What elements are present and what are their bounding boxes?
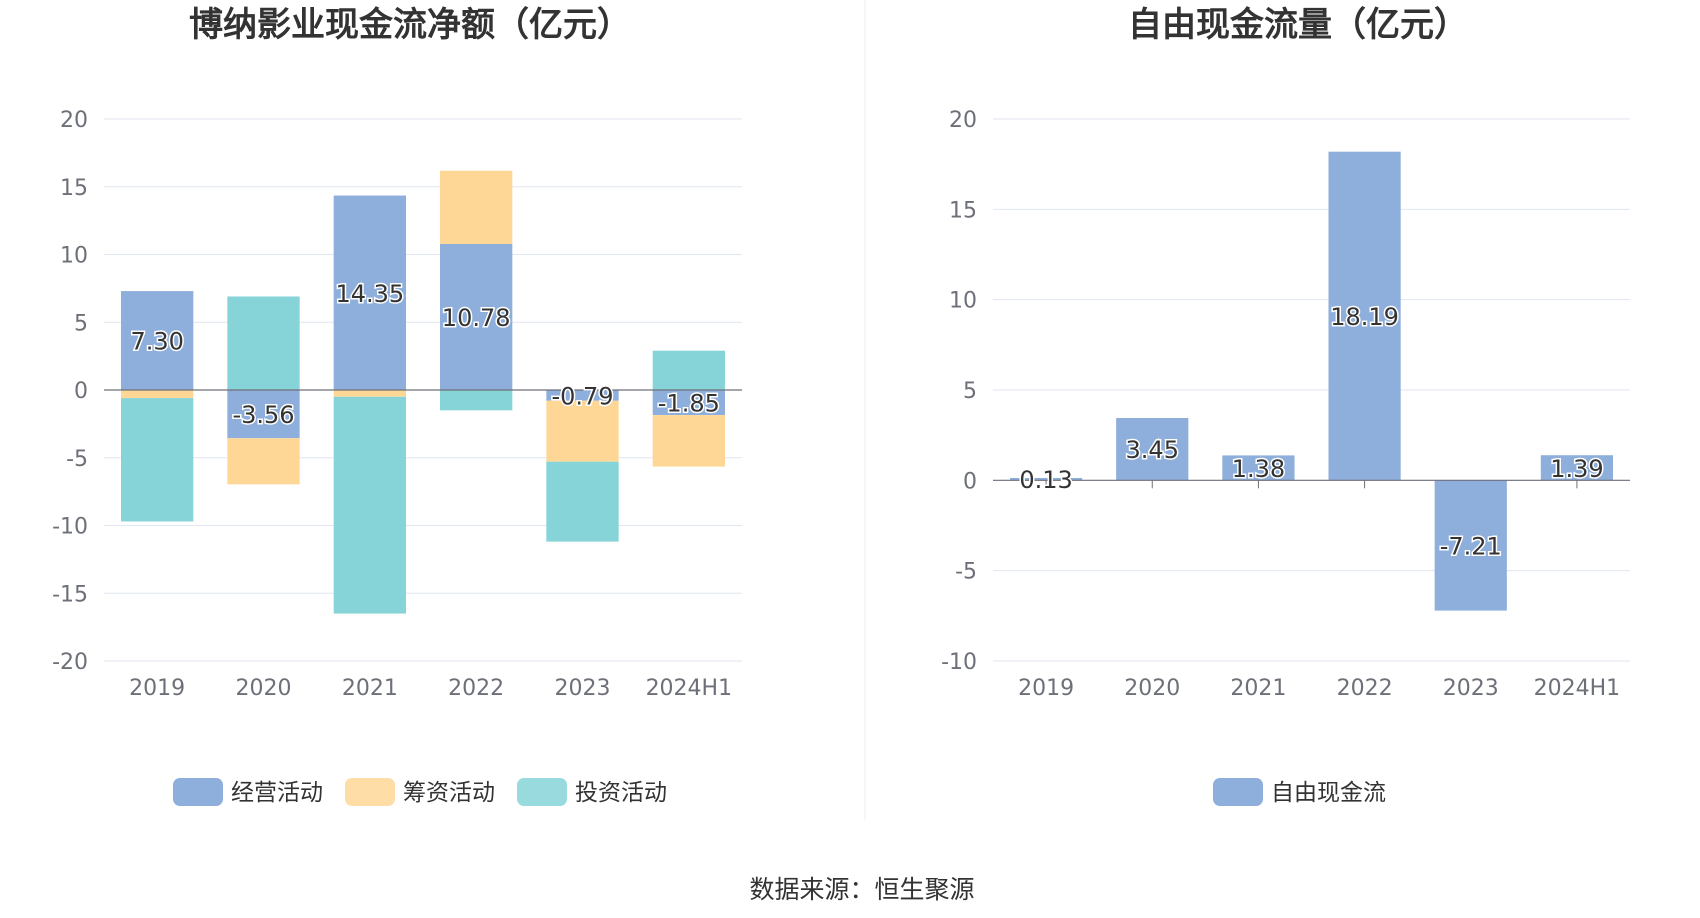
legend-swatch	[173, 778, 223, 806]
bar-left-0-4[interactable]	[546, 390, 619, 401]
bar-right-0-0[interactable]	[1009, 477, 1083, 481]
left-chart-title: 博纳影业现金流净额（亿元）	[189, 5, 631, 45]
legend-swatch	[517, 778, 567, 806]
right-legend[interactable]: 自由现金流	[1213, 778, 1386, 806]
legend-label: 筹资活动	[403, 780, 495, 806]
bar-left-0-0[interactable]	[121, 291, 194, 390]
x-tick-label: 2022	[448, 676, 504, 701]
right-data-labels: 0.13 3.45 1.38 18.19 -7.21 1.39	[1018, 302, 1605, 562]
legend-swatch	[1213, 778, 1263, 806]
y-tick-label: 10	[949, 289, 977, 314]
right-grid: 20 15 10 5 0 -5 -10 2019 2020 2021 2022 2023 2024H1	[941, 108, 1630, 701]
legend-item-right-0[interactable]: 自由现金流	[1213, 778, 1386, 806]
data-label: 10.78	[442, 304, 511, 332]
bar-left-2-1[interactable]	[227, 296, 300, 390]
y-tick-label: 5	[74, 311, 88, 336]
y-tick-label: 20	[949, 108, 977, 133]
x-tick-label: 2021	[1230, 676, 1286, 701]
data-label: -0.79	[551, 382, 613, 410]
legend-swatch	[345, 778, 395, 806]
bar-left-0-5[interactable]	[652, 390, 725, 416]
bar-left-1-3[interactable]	[440, 170, 513, 244]
bar-left-0-1[interactable]	[227, 390, 300, 439]
data-label: -3.56	[232, 401, 294, 429]
x-tick-label: 2024H1	[646, 676, 733, 701]
bar-left-1-5[interactable]	[652, 415, 725, 467]
x-tick-label: 2021	[342, 676, 398, 701]
bar-left-2-4[interactable]	[546, 461, 619, 542]
y-tick-label: -5	[66, 447, 88, 472]
y-tick-label: 20	[60, 108, 88, 133]
bar-left-1-0[interactable]	[121, 390, 194, 399]
left-bars	[104, 170, 742, 614]
legend-item-left-0[interactable]: 经营活动	[173, 778, 323, 806]
data-label: 18.19	[1330, 303, 1399, 331]
legend-label: 自由现金流	[1271, 780, 1386, 806]
bar-left-2-2[interactable]	[333, 396, 406, 614]
x-tick-label: 2020	[1124, 676, 1180, 701]
y-tick-label: -20	[52, 650, 88, 675]
left-grid: 20 15 10 5 0 -5 -10 -15 -20 2019 2020 2021 2022 2023 2…	[52, 108, 742, 701]
legend-label: 投资活动	[575, 780, 667, 806]
data-label: -1.85	[658, 390, 720, 418]
legend-item-left-2[interactable]: 投资活动	[517, 778, 667, 806]
data-label: 3.45	[1126, 436, 1179, 464]
bar-left-1-1[interactable]	[227, 438, 300, 485]
y-tick-label: 0	[74, 379, 88, 404]
data-label: -7.21	[1440, 532, 1502, 560]
data-label: 1.39	[1550, 455, 1603, 483]
y-tick-label: -15	[52, 582, 88, 607]
y-tick-label: 5	[963, 379, 977, 404]
right-chart-title: 自由现金流量（亿元）	[1128, 5, 1468, 45]
bar-right-0-3[interactable]	[1328, 151, 1401, 481]
bar-left-0-2[interactable]	[333, 195, 406, 390]
y-tick-label: -10	[941, 650, 977, 675]
bar-right-0-2[interactable]	[1222, 455, 1295, 481]
bar-left-0-3[interactable]	[440, 243, 513, 390]
data-source: 数据来源：恒生聚源	[749, 875, 974, 904]
y-tick-label: 10	[60, 244, 88, 269]
bar-left-2-5[interactable]	[652, 350, 725, 390]
bar-left-2-3[interactable]	[440, 390, 513, 411]
right-bars	[993, 151, 1630, 611]
legend-item-left-1[interactable]: 筹资活动	[345, 778, 495, 806]
x-tick-label: 2023	[1443, 676, 1499, 701]
left-legend[interactable]: 经营活动 筹资活动 投资活动	[173, 778, 667, 806]
x-tick-label: 2023	[555, 676, 611, 701]
y-tick-label: 15	[60, 176, 88, 201]
bar-right-0-1[interactable]	[1116, 418, 1189, 481]
x-tick-label: 2022	[1337, 676, 1393, 701]
x-tick-label: 2024H1	[1534, 676, 1621, 701]
y-tick-label: 15	[949, 198, 977, 223]
data-label: 14.35	[335, 280, 404, 308]
x-tick-label: 2019	[1018, 676, 1074, 701]
data-label: 0.13	[1019, 466, 1072, 494]
y-tick-label: 0	[963, 469, 977, 494]
left-data-labels: 7.30 -3.56 14.35 10.78 -0.79 -1.85	[129, 278, 721, 430]
bar-right-0-5[interactable]	[1540, 455, 1614, 481]
bar-left-2-0[interactable]	[121, 398, 194, 522]
x-tick-label: 2020	[236, 676, 292, 701]
bar-right-0-4[interactable]	[1434, 480, 1507, 611]
y-tick-label: -10	[52, 515, 88, 540]
bar-left-1-4[interactable]	[546, 400, 619, 462]
x-tick-label: 2019	[129, 676, 185, 701]
bar-left-1-2[interactable]	[333, 390, 406, 397]
legend-label: 经营活动	[231, 780, 323, 806]
y-tick-label: -5	[955, 560, 977, 585]
data-label: 7.30	[130, 328, 183, 356]
data-label: 1.38	[1232, 455, 1285, 483]
